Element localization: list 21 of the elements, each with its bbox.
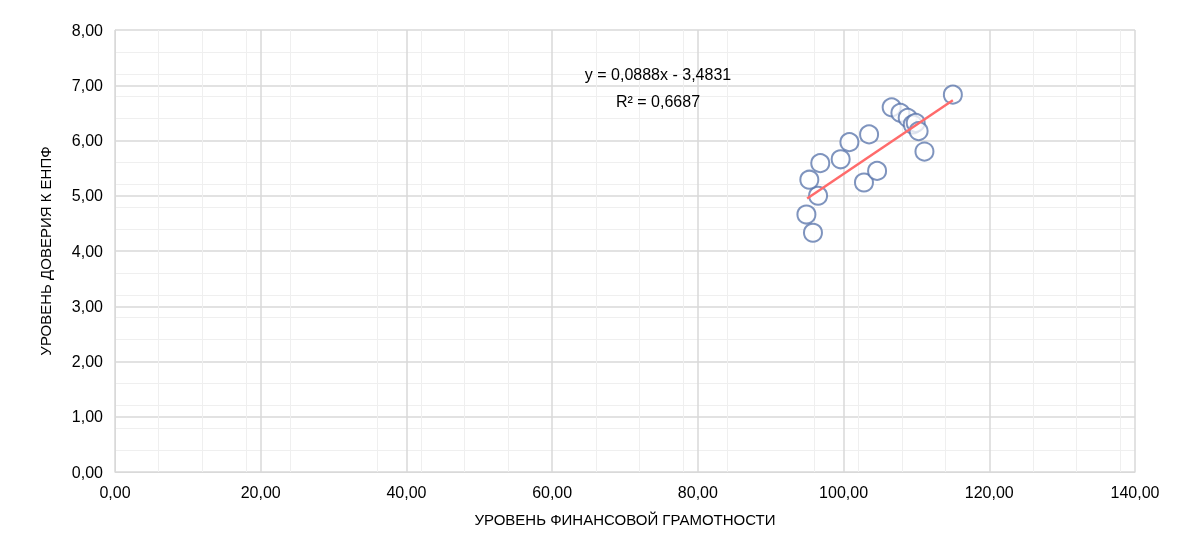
y-tick-label: 7,00 — [71, 76, 104, 94]
x-tick-label: 60,00 — [532, 483, 573, 501]
annotation: R² = 0,6687 — [615, 92, 701, 110]
y-tick-label: 6,00 — [71, 132, 104, 149]
x-tick-label: 140,00 — [1110, 483, 1160, 501]
x-tick-label: 80,00 — [677, 483, 718, 501]
y-tick-label: 3,00 — [71, 297, 104, 315]
y-axis-title: УРОВЕНЬ ДОВЕРИЯ К ЕНПФ — [37, 146, 54, 356]
x-axis-title: УРОВЕНЬ ФИНАНСОВОЙ ГРАМОТНОСТИ — [474, 511, 776, 528]
x-tick-label: 40,00 — [386, 483, 427, 501]
x-tick-label: 20,00 — [240, 483, 281, 501]
x-tick-label: 120,00 — [964, 483, 1014, 501]
y-tick-label: 8,00 — [71, 21, 104, 39]
y-tick-label: 0,00 — [71, 463, 104, 481]
y-tick-label: 5,00 — [71, 187, 104, 205]
annotation: y = 0,0888x - 3,4831 — [584, 65, 732, 83]
x-tick-label: 100,00 — [819, 483, 869, 501]
y-tick-label: 2,00 — [71, 353, 104, 370]
x-tick-label: 0,00 — [99, 483, 131, 501]
y-tick-label: 1,00 — [71, 408, 104, 426]
y-tick-label: 4,00 — [71, 242, 104, 260]
